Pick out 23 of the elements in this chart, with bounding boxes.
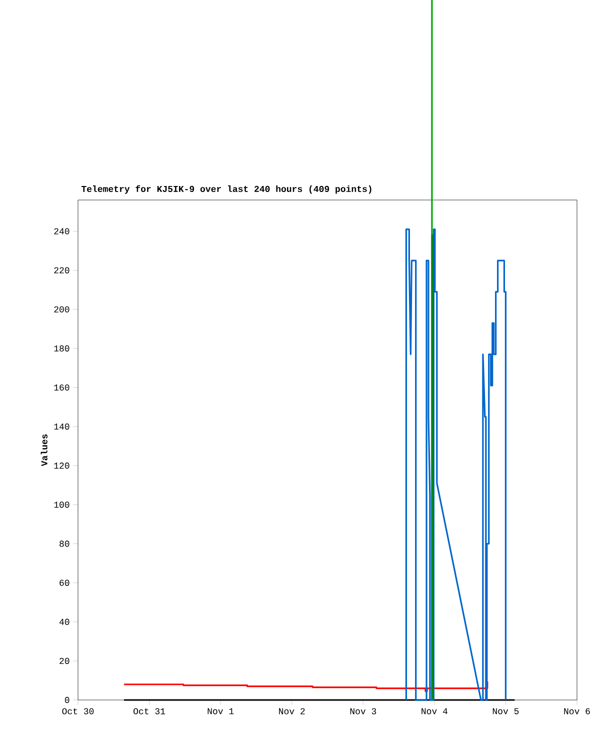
x-tick-label: Nov 4 (422, 708, 448, 714)
y-tick-label: 20 (60, 658, 70, 664)
y-tick-label: 160 (54, 384, 70, 391)
x-tick-label: Nov 3 (350, 708, 376, 714)
y-axis-title: Values (40, 434, 48, 466)
y-tick-label: 120 (54, 462, 70, 469)
x-tick-label: Oct 31 (134, 708, 166, 714)
y-tick-label: 220 (54, 267, 70, 274)
y-tick-label: 0 (64, 696, 70, 704)
x-tick-label: Oct 30 (62, 708, 94, 714)
x-tick-label: Nov 2 (279, 708, 305, 714)
y-tick-label: 80 (60, 540, 70, 547)
y-tick-label: 200 (54, 306, 70, 312)
x-tick-label: Nov 1 (208, 708, 234, 714)
y-tick-label: 60 (60, 580, 70, 586)
chart-title: Telemetry for KJ5IK-9 over last 240 hours (409 points) (81, 185, 372, 194)
y-tick-label: 100 (54, 502, 70, 508)
x-tick-label: Nov 5 (492, 708, 519, 714)
x-tick-label: Nov 6 (564, 708, 590, 714)
y-tick-label: 40 (59, 618, 70, 625)
y-tick-label: 180 (54, 345, 70, 352)
y-tick-label: 140 (54, 424, 70, 430)
y-tick-label: 240 (54, 228, 70, 234)
